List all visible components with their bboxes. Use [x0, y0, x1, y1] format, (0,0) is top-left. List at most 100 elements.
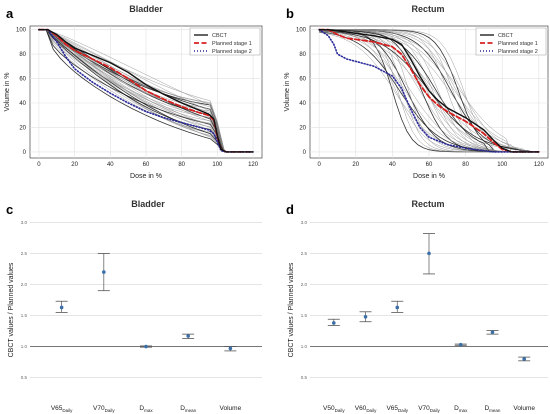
y-tick-label: 0.5	[21, 375, 28, 380]
chart-title: Bladder	[131, 199, 165, 209]
panel-a: a Bladder 0 20 40 60 80 100 0 20 40 60 80 100 120 Dose …	[4, 4, 263, 180]
panel-letter: a	[6, 6, 14, 21]
legend-box	[475, 27, 547, 56]
category-label: V60Daily	[355, 405, 377, 413]
chart-title: Rectum	[411, 199, 444, 209]
y-axis-label: CBCT values / Planned values	[8, 262, 15, 357]
category-subscript: mean	[489, 408, 501, 413]
y-axis-label: Volume in %	[284, 73, 291, 112]
y-tick-label: 20	[299, 125, 306, 131]
panel-letter: b	[286, 6, 294, 21]
category-base: D	[454, 405, 459, 412]
panel-letter: d	[286, 202, 294, 217]
x-tick-label: 20	[71, 162, 78, 168]
x-tick-label: 60	[143, 162, 150, 168]
y-tick-label: 60	[299, 77, 306, 83]
category-base: V60	[355, 405, 367, 412]
y-tick-label: 0	[303, 150, 307, 156]
legend-label: Planned stage 1	[498, 41, 538, 47]
category-label: Volume	[220, 405, 242, 412]
x-tick-label: 40	[389, 162, 396, 168]
y-tick-label: 80	[299, 52, 306, 58]
category-base: D	[139, 405, 144, 412]
x-tick-label: 100	[497, 162, 508, 168]
category-base: V65	[386, 405, 398, 412]
category-base: D	[484, 405, 489, 412]
y-tick-label: 1.5	[21, 313, 28, 318]
data-point	[363, 314, 368, 319]
x-tick-label: 80	[462, 162, 469, 168]
data-point	[490, 330, 495, 335]
category-label: Dmean	[484, 405, 500, 413]
y-tick-label: 40	[299, 101, 306, 107]
category-base: Volume	[513, 405, 535, 412]
category-label: Dmean	[180, 405, 196, 413]
y-tick-label: 2.5	[301, 251, 308, 256]
y-tick-label: 2.0	[301, 282, 308, 287]
x-tick-label: 100	[212, 162, 223, 168]
series-line-cbct	[38, 29, 254, 153]
y-tick-label: 80	[19, 52, 26, 58]
y-tick-label: 0	[23, 150, 27, 156]
x-tick-label: 0	[317, 162, 321, 168]
data-point	[395, 305, 400, 310]
patient-curve	[38, 29, 254, 153]
patient-curve	[38, 29, 254, 153]
legend-label: Planned stage 2	[498, 49, 538, 55]
category-label: V65Daily	[51, 405, 73, 413]
category-base: D	[180, 405, 185, 412]
chart-title: Bladder	[129, 4, 163, 14]
legend: CBCT Planned stage 1 Planned stage 2	[189, 27, 261, 56]
legend: CBCT Planned stage 1 Planned stage 2	[475, 27, 547, 56]
chart-title: Rectum	[411, 4, 444, 14]
series-line-planned-stage-2	[38, 28, 254, 153]
legend-box	[189, 27, 261, 56]
category-label: Dmax	[454, 405, 468, 413]
legend-label: CBCT	[498, 33, 514, 39]
x-tick-label: 80	[178, 162, 185, 168]
data-point	[458, 342, 463, 347]
category-subscript: Daily	[366, 408, 377, 413]
y-tick-label: 60	[19, 77, 26, 83]
data-point	[228, 346, 233, 351]
panel-c: c Bladder 0.5 1.0 1.5 2.0 2.5 3.0 CBCT values / …	[6, 199, 262, 413]
x-axis-label: Dose in %	[130, 173, 162, 180]
y-tick-label: 0.5	[301, 375, 308, 380]
legend-label: CBCT	[212, 33, 228, 39]
y-tick-label: 20	[19, 125, 26, 131]
category-label: V50Daily	[323, 405, 345, 413]
panel-letter: c	[6, 202, 13, 217]
y-tick-label: 3.0	[301, 220, 308, 225]
series-line-planned-stage-1	[318, 28, 540, 153]
x-tick-label: 120	[248, 162, 259, 168]
y-tick-label: 100	[296, 28, 307, 34]
x-tick-label: 40	[107, 162, 114, 168]
patient-curve	[38, 29, 254, 153]
category-label: V65Daily	[386, 405, 408, 413]
category-subscript: Daily	[430, 408, 441, 413]
y-tick-label: 2.5	[21, 251, 28, 256]
patient-curve	[38, 29, 254, 153]
category-subscript: Daily	[335, 408, 346, 413]
series-line-planned-stage-2	[318, 28, 540, 153]
category-subscript: max	[144, 408, 153, 413]
category-base: V70	[93, 405, 105, 412]
category-label: V70Daily	[93, 405, 115, 413]
y-tick-label: 1.0	[21, 344, 28, 349]
category-subscript: mean	[185, 408, 197, 413]
category-label: Dmax	[139, 405, 153, 413]
x-tick-label: 120	[534, 162, 545, 168]
y-tick-label: 1.5	[301, 313, 308, 318]
data-point	[427, 251, 431, 256]
category-base: V50	[323, 405, 335, 412]
y-tick-label: 1.0	[301, 344, 308, 349]
category-subscript: Daily	[62, 408, 73, 413]
y-tick-label: 100	[16, 28, 27, 34]
category-label: Volume	[513, 405, 535, 412]
data-point	[186, 334, 190, 338]
x-axis-label: Dose in %	[413, 173, 445, 180]
category-subscript: Daily	[398, 408, 409, 413]
series-line-cbct	[318, 29, 540, 153]
y-axis-label: Volume in %	[4, 73, 11, 112]
